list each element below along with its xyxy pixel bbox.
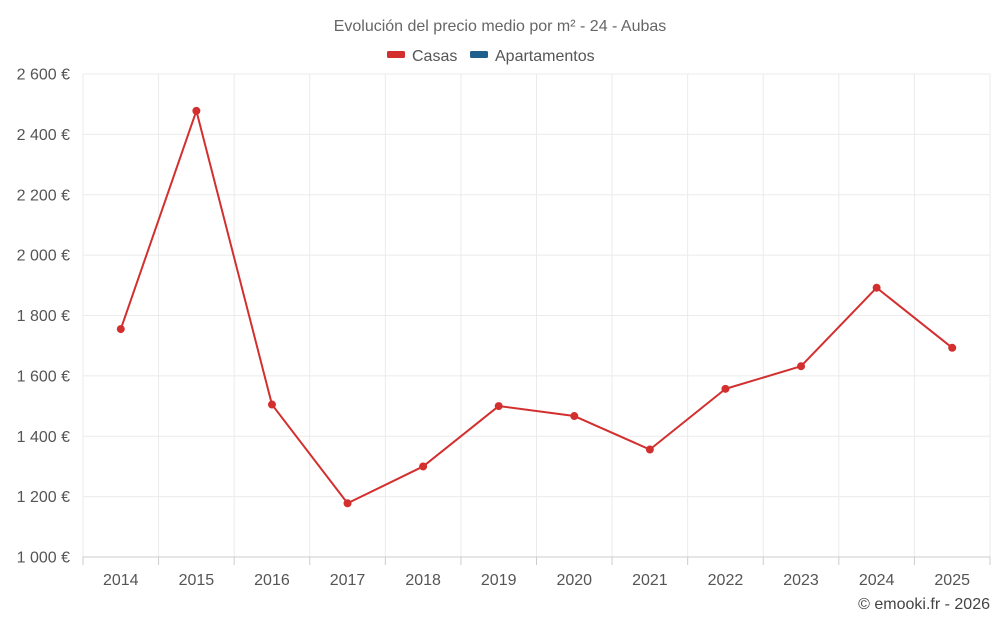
legend-label-casas: Casas: [412, 48, 457, 65]
x-tick-label: 2022: [708, 572, 744, 589]
x-tick-label: 2025: [934, 572, 970, 589]
x-tick-label: 2014: [103, 572, 139, 589]
data-point-casas[interactable]: [645, 445, 654, 454]
axes: 1 000 € 1 200 € 1 400 € 1 600 € 1 800 € 2 000…: [17, 67, 991, 589]
y-tick-label: 2 600 €: [17, 67, 70, 84]
x-tick-label: 2016: [254, 572, 290, 589]
data-point-casas[interactable]: [570, 412, 579, 421]
x-tick-label: 2015: [179, 572, 215, 589]
data-point-casas[interactable]: [343, 499, 352, 508]
x-tick-label: 2024: [859, 572, 895, 589]
y-tick-label: 1 000 €: [17, 550, 70, 567]
data-point-casas[interactable]: [948, 343, 957, 352]
y-tick-label: 2 000 €: [17, 248, 70, 265]
x-tick-label: 2023: [783, 572, 819, 589]
data-point-casas[interactable]: [797, 362, 806, 371]
x-tick-label: 2019: [481, 572, 517, 589]
x-tick-label: 2021: [632, 572, 668, 589]
x-tick-label: 2020: [556, 572, 592, 589]
y-tick-label: 1 400 €: [17, 429, 70, 446]
y-tick-label: 1 200 €: [17, 489, 70, 506]
data-point-casas[interactable]: [116, 325, 125, 334]
y-tick-label: 1 800 €: [17, 308, 70, 325]
x-tick-label: 2018: [405, 572, 441, 589]
data-point-casas[interactable]: [872, 283, 881, 292]
data-point-casas[interactable]: [721, 384, 730, 393]
series-casas: [116, 106, 957, 508]
data-point-casas[interactable]: [419, 462, 428, 471]
legend-swatch-casas: [387, 51, 405, 58]
x-tick-label: 2017: [330, 572, 366, 589]
y-tick-label: 2 200 €: [17, 187, 70, 204]
legend-swatch-apartamentos: [470, 51, 488, 58]
credit-text: © emooki.fr - 2026: [858, 596, 990, 613]
y-tick-label: 2 400 €: [17, 127, 70, 144]
legend: Casas Apartamentos: [387, 48, 595, 65]
series-line-casas: [119, 109, 953, 505]
grid: [82, 73, 991, 558]
data-point-casas[interactable]: [494, 402, 503, 411]
legend-label-apartamentos: Apartamentos: [495, 48, 595, 65]
legend-item-apartamentos[interactable]: Apartamentos: [470, 48, 595, 65]
chart-title: Evolución del precio medio por m² - 24 -…: [334, 18, 667, 35]
data-point-casas[interactable]: [267, 400, 276, 409]
legend-item-casas[interactable]: Casas: [387, 48, 457, 65]
data-point-casas[interactable]: [192, 106, 201, 115]
y-tick-label: 1 600 €: [17, 368, 70, 385]
